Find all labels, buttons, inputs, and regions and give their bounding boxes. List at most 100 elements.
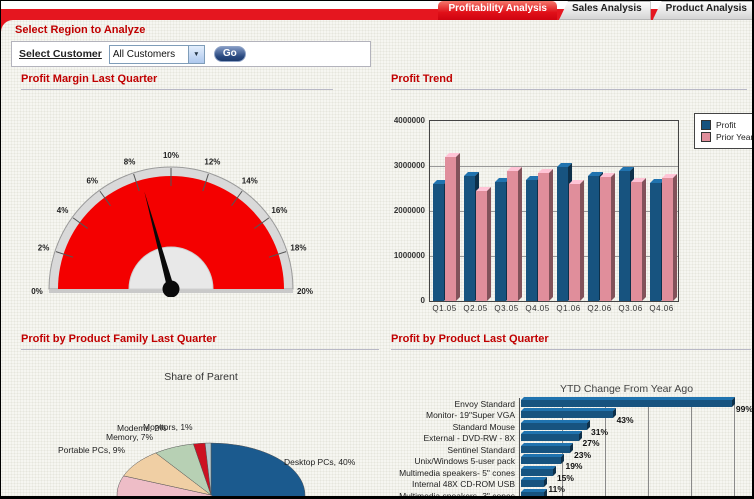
trend-bar-profit[interactable] xyxy=(588,171,603,301)
gridline xyxy=(430,256,678,257)
hbar-multimedia-speakers-3-cones[interactable] xyxy=(521,488,548,496)
trend-bar-profit[interactable] xyxy=(557,162,572,301)
trend-bar-prior-year-side xyxy=(580,180,584,301)
trend-bar-prior-year[interactable] xyxy=(476,187,491,301)
trend-bar-profit[interactable] xyxy=(464,171,479,301)
gauge-tick xyxy=(72,217,88,229)
trend-bar-prior-year[interactable] xyxy=(445,153,460,301)
hbar-category-label: Internal 48X CD-ROM USB xyxy=(412,479,515,489)
pie-slice-monitors[interactable] xyxy=(204,442,212,496)
gauge-tick-label: 10% xyxy=(163,151,179,160)
customer-select-value: All Customers xyxy=(112,48,176,60)
hbar-category-label: Monitor- 19"Super VGA xyxy=(425,410,515,420)
gauge-tick-label: 20% xyxy=(297,287,313,296)
hbar-standard-mouse-top xyxy=(521,419,591,423)
pie-label: Desktop PCs, 40% xyxy=(284,457,356,467)
hbar-monitor-19-super-vga-top xyxy=(521,408,616,411)
customer-select[interactable]: All Customers ▼ xyxy=(108,44,205,64)
pie-slice-desktop-pcs[interactable] xyxy=(210,442,306,499)
trend-bar-profit[interactable] xyxy=(526,175,541,301)
hbar-value-label: 23% xyxy=(573,449,591,460)
hbar-multimedia-speakers-5-cones-side xyxy=(552,465,556,476)
panel-title: Profit by Product Last Quarter xyxy=(391,333,751,350)
x-axis-label: Q4.06 xyxy=(649,304,674,313)
panel-title: Profit by Product Family Last Quarter xyxy=(21,333,379,350)
gridline xyxy=(648,398,649,496)
trend-bar-prior-year[interactable] xyxy=(507,166,522,301)
legend-entry: Profit xyxy=(701,120,752,130)
hbar-external-dvd-rw-8x[interactable] xyxy=(521,431,582,441)
gauge-tick-label: 4% xyxy=(57,206,69,215)
panel-profit-margin: Profit Margin Last Quarter 0% 2% 4% 6% 8% 10%… xyxy=(21,73,333,297)
gauge-tick xyxy=(268,251,287,258)
hbar-unix-windows-5-user-pack-top xyxy=(521,454,565,457)
trend-bar-prior-year[interactable] xyxy=(662,174,677,301)
hbar-sentinel-standard-top xyxy=(521,442,573,446)
hbar-chart-title: YTD Change From Year Ago xyxy=(559,383,694,395)
gridline xyxy=(605,398,606,496)
hbar-monitor-19-super-vga[interactable] xyxy=(521,408,616,418)
hbar-value-label: 43% xyxy=(616,415,634,425)
go-button[interactable]: Go xyxy=(213,46,246,62)
hbar-value-label: 15% xyxy=(556,472,574,483)
hbar-internal-48x-cd-rom-usb-side xyxy=(544,477,548,487)
x-axis-label: Q1.05 xyxy=(432,304,457,313)
tab-product-analysis[interactable]: Product Analysis xyxy=(652,1,752,20)
trend-bar-prior-year[interactable] xyxy=(538,168,553,301)
gauge-tick-label: 2% xyxy=(38,244,50,253)
customer-label: Select Customer xyxy=(19,48,102,60)
hbar-standard-mouse-side xyxy=(587,419,591,430)
hbar-value-label: 27% xyxy=(582,438,600,448)
profit-margin-gauge: 0% 2% 4% 6% 8% 10% 12% 14% 16% 18% 20% xyxy=(31,151,313,297)
hbar-sentinel-standard[interactable] xyxy=(521,442,573,453)
legend-label: Profit xyxy=(716,120,736,130)
trend-bar-prior-year[interactable] xyxy=(600,173,615,301)
gridline xyxy=(734,398,735,496)
hbar-category-label: Envoy Standard xyxy=(454,398,515,409)
gauge-tick-label: 0% xyxy=(31,287,43,296)
section-title: Select Region to Analyze xyxy=(15,24,146,36)
hbar-envoy-standard[interactable] xyxy=(521,396,735,407)
hbar-multimedia-speakers-5-cones-top xyxy=(521,465,556,469)
hbar-multimedia-speakers-3-cones-side xyxy=(544,488,548,496)
hbar-external-dvd-rw-8x-top xyxy=(521,431,582,434)
hbar-value-label: 11% xyxy=(548,484,565,494)
pie-label: Monitors, 1% xyxy=(143,422,193,432)
hbar-multimedia-speakers-5-cones[interactable] xyxy=(521,465,556,476)
gauge-tick xyxy=(231,190,243,206)
pie-slice--bottom-slice-label-cut-off-[interactable] xyxy=(116,475,266,499)
hbar-sentinel-standard-side xyxy=(569,442,573,453)
hbar-monitor-19-super-vga-side xyxy=(612,408,616,418)
hbar-envoy-standard-top xyxy=(521,396,735,400)
trend-bar-prior-year-side xyxy=(642,178,646,301)
gauge-tick-label: 18% xyxy=(290,244,306,253)
hbar-value-label: 19% xyxy=(565,461,583,471)
pie-label: Portable PCs, 9% xyxy=(58,445,126,455)
gauge-tick-label: 16% xyxy=(271,206,287,215)
chevron-down-icon[interactable]: ▼ xyxy=(187,45,204,63)
gauge-tick-label: 14% xyxy=(242,177,258,186)
gauge-tick-label: 6% xyxy=(86,177,98,186)
hbar-unix-windows-5-user-pack[interactable] xyxy=(521,454,565,464)
trend-bar-profit[interactable] xyxy=(650,179,665,301)
hbar-internal-48x-cd-rom-usb[interactable] xyxy=(521,477,548,487)
profit-by-product-chart: YTD Change From Year Ago 99% 43% 31% 27% 23%… xyxy=(391,383,753,497)
trend-bar-profit[interactable] xyxy=(495,178,510,301)
hbar-standard-mouse[interactable] xyxy=(521,419,591,430)
tab-label: Product Analysis xyxy=(665,3,747,14)
trend-bar-prior-year[interactable] xyxy=(569,180,584,301)
trend-bar-prior-year[interactable] xyxy=(631,178,646,301)
gauge-dial-zone xyxy=(58,176,284,289)
trend-plot-area xyxy=(429,120,679,302)
tab-sales-analysis[interactable]: Sales Analysis xyxy=(558,1,651,20)
hbar-category-label: Multimedia speakers- 3" cones xyxy=(399,490,515,497)
trend-bar-profit[interactable] xyxy=(433,179,448,301)
hbar-value-label: 99% xyxy=(735,403,753,414)
trend-bar-prior-year-side xyxy=(487,187,491,301)
legend-swatch xyxy=(701,132,711,142)
trend-bar-profit[interactable] xyxy=(619,166,634,301)
tab-profitability-analysis[interactable]: Profitability Analysis xyxy=(438,1,557,20)
gauge-tick xyxy=(55,251,74,258)
trend-bar-prior-year-side xyxy=(518,166,522,301)
gauge-tick xyxy=(202,173,209,192)
